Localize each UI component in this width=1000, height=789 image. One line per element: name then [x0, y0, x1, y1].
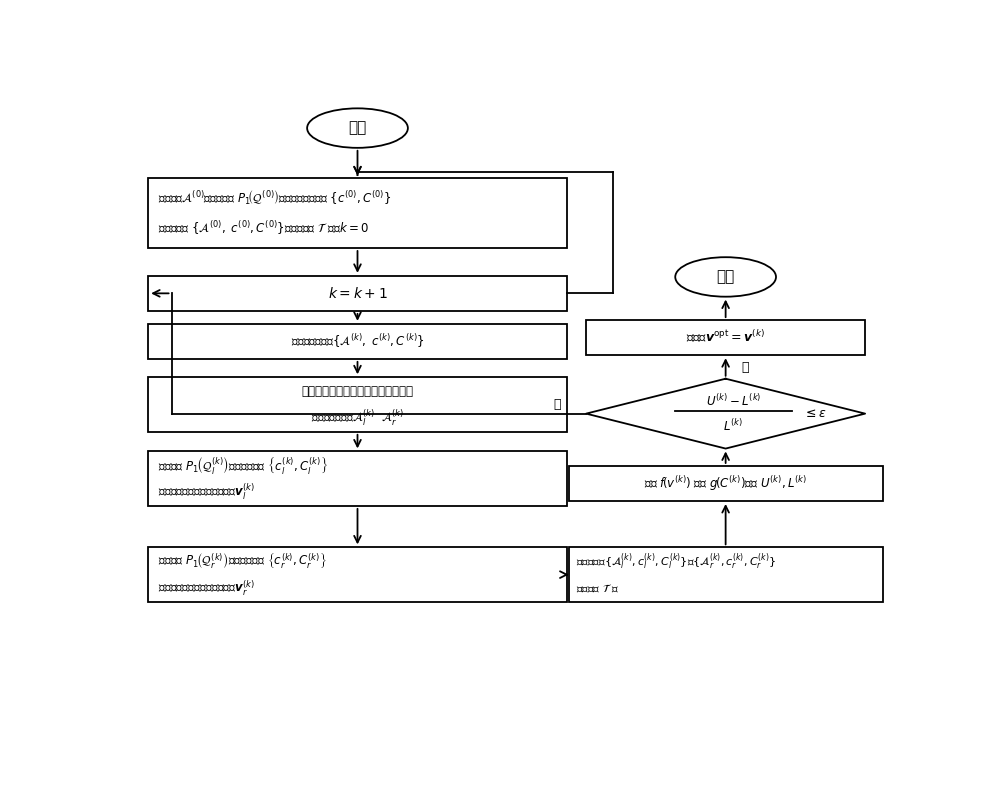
- FancyBboxPatch shape: [148, 377, 567, 432]
- Text: $\leq\varepsilon$: $\leq\varepsilon$: [803, 407, 827, 420]
- Text: 否: 否: [553, 398, 560, 411]
- Ellipse shape: [675, 257, 776, 297]
- Text: 然后单位化处理后，获得解：$\boldsymbol{v}_r^{(k)}$: 然后单位化处理后，获得解：$\boldsymbol{v}_r^{(k)}$: [158, 578, 255, 598]
- Text: $U^{(k)}-L^{(k)}$: $U^{(k)}-L^{(k)}$: [706, 393, 761, 409]
- Text: 是: 是: [741, 361, 749, 373]
- Text: $k=k+1$: $k=k+1$: [328, 286, 387, 301]
- Text: ；接着添加 $\left\{\mathcal{A}^{(0)},\ c^{(0)},C^{(0)}\right\}$，到搜索树 $\mathcal{T}$ 中；: ；接着添加 $\left\{\mathcal{A}^{(0)},\ c^{(0)…: [158, 219, 368, 237]
- Text: 然后单位化处理后，获得解：$\boldsymbol{v}_l^{(k)}$: 然后单位化处理后，获得解：$\boldsymbol{v}_l^{(k)}$: [158, 482, 255, 502]
- FancyBboxPatch shape: [148, 548, 567, 602]
- Text: 求解问题 $P_1\!\left(\mathcal{Q}_r^{(k)}\right)$，获得最优的 $\left\{c_r^{(k)},C_r^{(k)}\r: 求解问题 $P_1\!\left(\mathcal{Q}_r^{(k)}\rig…: [158, 552, 326, 571]
- FancyBboxPatch shape: [148, 178, 567, 248]
- FancyBboxPatch shape: [148, 451, 567, 506]
- FancyBboxPatch shape: [569, 466, 883, 501]
- FancyBboxPatch shape: [148, 275, 567, 311]
- Text: $L^{(k)}$: $L^{(k)}$: [723, 418, 743, 435]
- Text: 初始化：$\mathcal{A}^{(0)}$；求解问题 $P_1\!\left(\mathcal{Q}^{(0)}\right)$，得到初始最优值 $\lef: 初始化：$\mathcal{A}^{(0)}$；求解问题 $P_1\!\left…: [158, 189, 391, 207]
- FancyBboxPatch shape: [148, 323, 567, 359]
- FancyBboxPatch shape: [569, 548, 883, 602]
- Text: 选择关联节点：$\left\{\mathcal{A}^{(k)},\ c^{(k)},C^{(k)}\right\}$: 选择关联节点：$\left\{\mathcal{A}^{(k)},\ c^{(k…: [291, 332, 424, 350]
- Text: 分为两个子集，$\mathcal{A}_l^{(k)}$  $\mathcal{A}_r^{(k)}$: 分为两个子集，$\mathcal{A}_l^{(k)}$ $\mathcal{A…: [311, 408, 404, 428]
- Ellipse shape: [307, 108, 408, 148]
- Polygon shape: [586, 379, 865, 449]
- Text: 根据欧式距离判定准则：将关联节点: 根据欧式距离判定准则：将关联节点: [302, 385, 414, 398]
- Text: 开始: 开始: [348, 121, 367, 136]
- Text: 添加节点：$\{\mathcal{A}_l^{(k)},c_l^{(k)},C_l^{(k)}\}$，$\{\mathcal{A}_r^{(k)},c_r^{(: 添加节点：$\{\mathcal{A}_l^{(k)},c_l^{(k)},C_…: [576, 551, 777, 572]
- Text: 到搜索树 $\mathcal{T}$ 中: 到搜索树 $\mathcal{T}$ 中: [576, 582, 619, 594]
- Text: 根据 $f\!\left(v^{(k)}\right)$ 以及 $g\!\left(C^{(k)}\right)$更新 $U^{(k)},L^{(k)}$: 根据 $f\!\left(v^{(k)}\right)$ 以及 $g\!\lef…: [644, 474, 807, 493]
- FancyBboxPatch shape: [586, 320, 865, 355]
- Text: 求解问题 $P_1\!\left(\mathcal{Q}_l^{(k)}\right)$，获得最优的 $\left\{c_l^{(k)},C_l^{(k)}\r: 求解问题 $P_1\!\left(\mathcal{Q}_l^{(k)}\rig…: [158, 454, 328, 476]
- Text: 输出：$\boldsymbol{v}^{\mathrm{opt}}=\boldsymbol{v}^{(k)}$: 输出：$\boldsymbol{v}^{\mathrm{opt}}=\bolds…: [686, 330, 765, 346]
- Text: 结束: 结束: [716, 269, 735, 285]
